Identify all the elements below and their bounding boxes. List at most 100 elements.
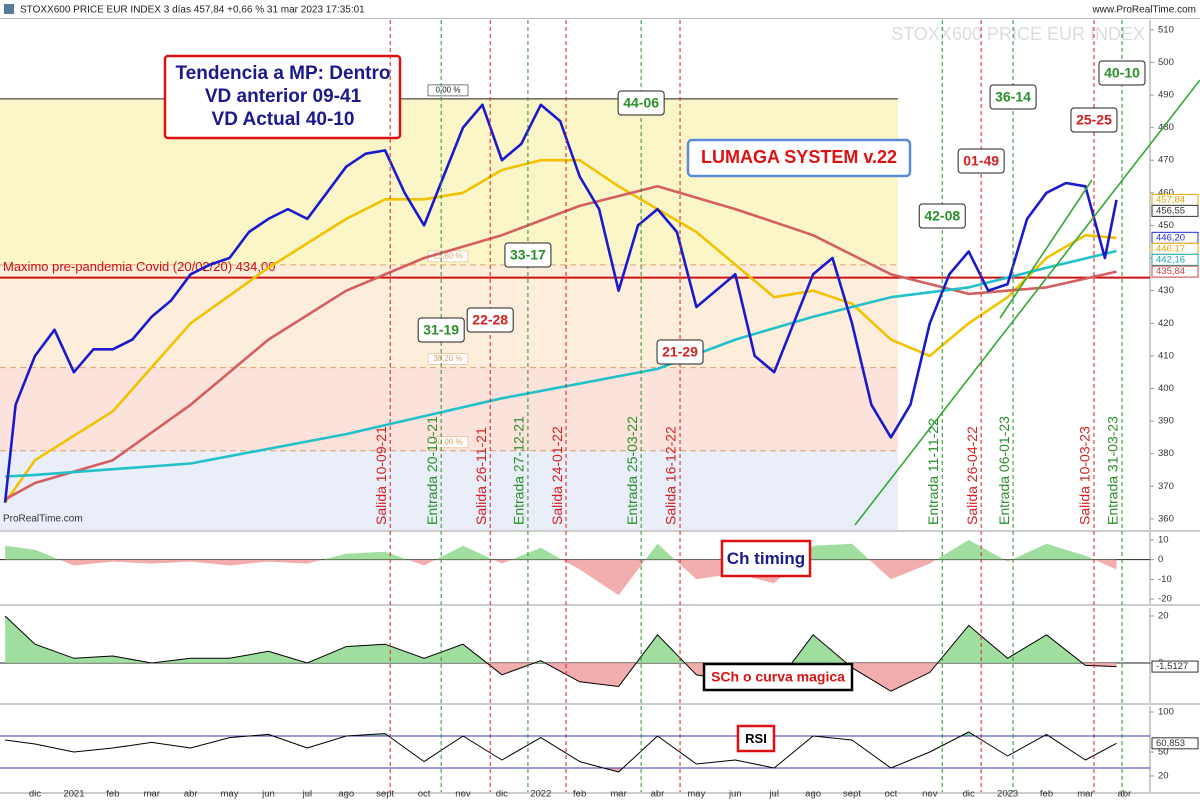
series-line (4, 185, 1117, 501)
y-tick-label: -20 (1158, 594, 1172, 605)
y-tick-label: 20 (1158, 611, 1169, 622)
x-tick-label: 2022 (530, 789, 551, 800)
score-label: 21-29 (662, 344, 698, 360)
fib-label: 23,60 % (433, 252, 462, 261)
system-box (686, 138, 912, 178)
x-tick-label: oct (885, 789, 898, 800)
fib-label: 50,00 % (433, 437, 462, 446)
panel-title: SCh o curva magica (711, 669, 845, 685)
score-label: 22-28 (472, 312, 508, 328)
signal-label: Salida 10-09-21 (373, 426, 389, 525)
value-box-label: 435,84 (1156, 266, 1185, 277)
series-line (4, 158, 1117, 504)
value-box-label: 446,20 (1156, 232, 1185, 243)
main-layer: 3603703803904004104204304404504604704804… (0, 24, 1174, 800)
panel-title-box (736, 724, 776, 753)
y-tick-label: 500 (1158, 57, 1174, 68)
y-tick-label: 10 (1158, 534, 1169, 545)
x-tick-label: feb (1040, 789, 1053, 800)
fib-label-box (427, 84, 469, 97)
info-box (163, 54, 402, 140)
score-label: 42-08 (924, 208, 960, 224)
score-label: 44-06 (623, 95, 659, 111)
y-tick-label: 380 (1158, 448, 1174, 459)
level-label: Maximo pre-pandemia Covid (20/02/20) 434… (3, 259, 275, 274)
signal-label: Salida 10-03-23 (1077, 426, 1093, 525)
area-fill (5, 616, 1083, 664)
x-tick-label: mar (610, 789, 626, 800)
y-tick-label: 480 (1158, 122, 1174, 133)
y-tick-label: 50 (1158, 747, 1169, 758)
info-line: VD Actual 40-10 (212, 109, 355, 130)
score-box (1070, 107, 1118, 133)
x-tick-label: abr (1117, 789, 1131, 800)
value-box-label: 446,17 (1156, 243, 1185, 254)
trend-line (854, 79, 1200, 526)
y-tick-label: 0 (1158, 554, 1163, 565)
x-tick-label: abr (651, 789, 665, 800)
panel-title: RSI (745, 731, 767, 746)
series-line (5, 731, 1117, 773)
header-title: STOXX600 PRICE EUR INDEX 3 días 457,84 +… (20, 5, 365, 16)
x-tick-label: jun (261, 789, 275, 800)
overlay-layer: STOXX600 PRICE EUR INDEX 3 días 457,84 +… (0, 4, 1200, 792)
area-fill (5, 663, 1117, 692)
fib-zone (0, 450, 898, 530)
x-tick-label: oct (418, 789, 431, 800)
y-tick-label: 390 (1158, 416, 1174, 427)
info-line: Tendencia a MP: Dentro (175, 63, 390, 84)
fib-label: 38,20 % (433, 354, 462, 363)
y-tick-label: -10 (1158, 574, 1172, 585)
x-tick-label: abr (184, 789, 198, 800)
score-label: 25-25 (1076, 112, 1112, 128)
x-tick-label: mar (144, 789, 160, 800)
fib-label-box (427, 436, 469, 449)
signal-label: Salida 26-11-21 (473, 427, 489, 525)
x-tick-label: jun (728, 789, 742, 800)
x-tick-label: may (687, 789, 705, 800)
y-tick-label: 420 (1158, 318, 1174, 329)
header-source: www.ProRealTime.com (1091, 5, 1196, 16)
value-box (1151, 204, 1199, 217)
area-fill (59, 559, 1117, 596)
value-box (1151, 253, 1199, 266)
x-tick-label: dic (963, 789, 975, 800)
watermark: STOXX600 PRICE EUR INDEX (891, 24, 1145, 44)
score-box (656, 339, 704, 365)
signal-label: Salida 26-04-22 (964, 426, 980, 525)
signal-label: Entrada 06-01-23 (996, 416, 1012, 525)
trend-line (999, 179, 1093, 319)
score-label: 31-19 (423, 322, 459, 338)
x-tick-label: jul (768, 789, 779, 800)
score-box (617, 90, 665, 116)
panel-title: Ch timing (727, 549, 805, 568)
signal-label: Salida 24-01-22 (549, 426, 565, 525)
y-tick-label: 510 (1158, 24, 1174, 35)
x-tick-label: feb (106, 789, 119, 800)
score-box (957, 148, 1005, 174)
y-tick-label: 460 (1158, 187, 1174, 198)
x-tick-label: may (221, 789, 239, 800)
score-box (1098, 60, 1146, 86)
fib-label: 0,00 % (436, 86, 461, 95)
x-tick-label: feb (573, 789, 586, 800)
x-tick-label: nov (455, 789, 471, 800)
panel-title-box (720, 539, 812, 578)
signal-label: Entrada 20-10-21 (424, 416, 440, 525)
y-tick-label: 360 (1158, 513, 1174, 524)
info-line: VD anterior 09-41 (205, 86, 362, 107)
y-tick-label: 400 (1158, 383, 1174, 394)
y-tick-label: 450 (1158, 220, 1174, 231)
value-box-label: 442,16 (1156, 254, 1185, 265)
score-box (989, 84, 1037, 110)
footer: ProRealTime.com (3, 514, 83, 525)
x-tick-label: 2023 (997, 789, 1018, 800)
score-label: 40-10 (1104, 65, 1140, 81)
signal-label: Salida 16-12-22 (663, 426, 679, 525)
signal-label: Entrada 27-12-21 (511, 416, 527, 525)
x-tick-label: nov (922, 789, 938, 800)
score-label: 36-14 (995, 89, 1031, 105)
x-tick-label: mar (1077, 789, 1093, 800)
